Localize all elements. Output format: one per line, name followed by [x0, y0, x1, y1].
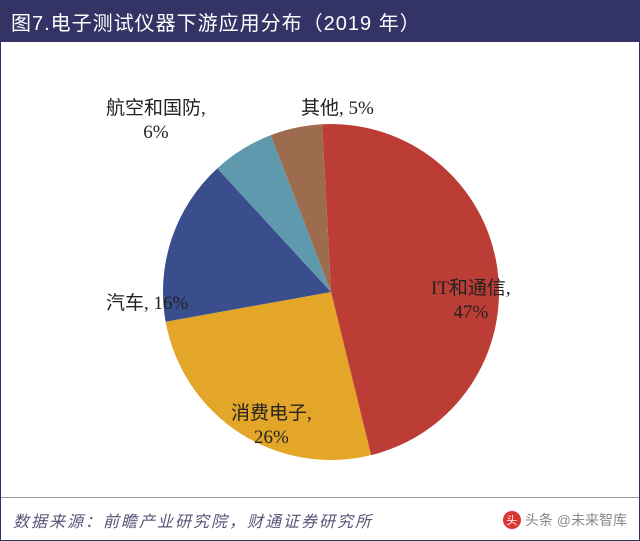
- attribution: 头 头条 @未来智库: [503, 510, 627, 530]
- figure-container: 图7.电子测试仪器下游应用分布（2019 年） IT和通信,47% 消费电子,26…: [0, 0, 640, 541]
- slice-label: 汽车, 16%: [106, 292, 188, 316]
- slice-label: IT和通信,47%: [431, 277, 511, 325]
- attribution-prefix: 头条: [525, 510, 553, 530]
- slice-label: 航空和国防,6%: [106, 97, 206, 145]
- figure-title-bar: 图7.电子测试仪器下游应用分布（2019 年）: [1, 1, 639, 42]
- figure-title: 图7.电子测试仪器下游应用分布（2019 年）: [11, 13, 421, 35]
- slice-label: 其他, 5%: [301, 97, 374, 121]
- slice-label: 消费电子,26%: [231, 402, 312, 450]
- figure-footer: 数据来源：前瞻产业研究院，财通证券研究所 头 头条 @未来智库: [1, 497, 639, 540]
- attribution-icon: 头: [503, 511, 521, 529]
- data-source: 数据来源：前瞻产业研究院，财通证券研究所: [13, 508, 373, 532]
- attribution-handle: @未来智库: [557, 510, 627, 530]
- chart-area: IT和通信,47% 消费电子,26% 汽车, 16% 航空和国防,6% 其他, 5%: [1, 42, 639, 482]
